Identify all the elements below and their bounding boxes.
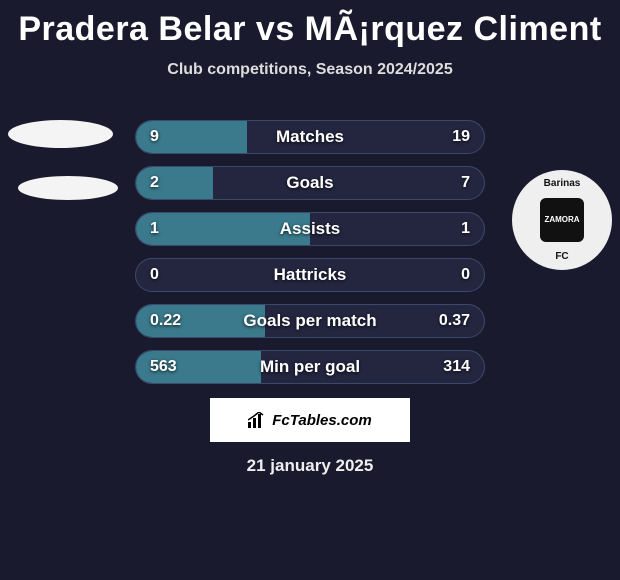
stat-label: Goals per match <box>243 311 376 331</box>
stat-label: Min per goal <box>260 357 360 377</box>
stat-label: Matches <box>276 127 344 147</box>
subtitle: Club competitions, Season 2024/2025 <box>0 61 620 79</box>
stat-right-value: 0.37 <box>439 312 470 330</box>
stat-left-value: 2 <box>150 174 159 192</box>
stat-row: 0 Hattricks 0 <box>135 258 485 292</box>
badge-mid-text: ZAMORA <box>540 198 584 242</box>
badge-top-text: Barinas <box>544 178 581 189</box>
stat-left-value: 0.22 <box>150 312 181 330</box>
stat-left-value: 1 <box>150 220 159 238</box>
left-player-logo <box>8 120 118 200</box>
stat-row: 563 Min per goal 314 <box>135 350 485 384</box>
stat-label: Assists <box>280 219 340 239</box>
stat-fill <box>136 167 213 199</box>
stat-right-value: 314 <box>443 358 470 376</box>
stat-label: Goals <box>286 173 333 193</box>
stat-right-value: 0 <box>461 266 470 284</box>
club-badge: Barinas ZAMORA FC <box>512 170 612 270</box>
badge-bot-text: FC <box>555 251 568 262</box>
attribution-badge: FcTables.com <box>210 398 410 442</box>
stat-left-value: 9 <box>150 128 159 146</box>
stat-right-value: 7 <box>461 174 470 192</box>
stat-right-value: 19 <box>452 128 470 146</box>
date-text: 21 january 2025 <box>0 456 620 476</box>
ellipse-icon <box>8 120 113 148</box>
stat-row: 2 Goals 7 <box>135 166 485 200</box>
stat-left-value: 0 <box>150 266 159 284</box>
chart-icon <box>248 412 268 428</box>
ellipse-icon <box>18 176 118 200</box>
right-player-logo: Barinas ZAMORA FC <box>512 170 612 270</box>
comparison-rows: 9 Matches 19 2 Goals 7 1 Assists 1 0 Hattricks 0 0.2… <box>135 120 485 396</box>
stat-row: 0.22 Goals per match 0.37 <box>135 304 485 338</box>
page-title: Pradera Belar vs MÃ¡rquez Climent <box>0 0 620 49</box>
stat-right-value: 1 <box>461 220 470 238</box>
stat-row: 9 Matches 19 <box>135 120 485 154</box>
stat-label: Hattricks <box>274 265 347 285</box>
stat-left-value: 563 <box>150 358 177 376</box>
attribution-text: FcTables.com <box>272 412 371 429</box>
stat-row: 1 Assists 1 <box>135 212 485 246</box>
